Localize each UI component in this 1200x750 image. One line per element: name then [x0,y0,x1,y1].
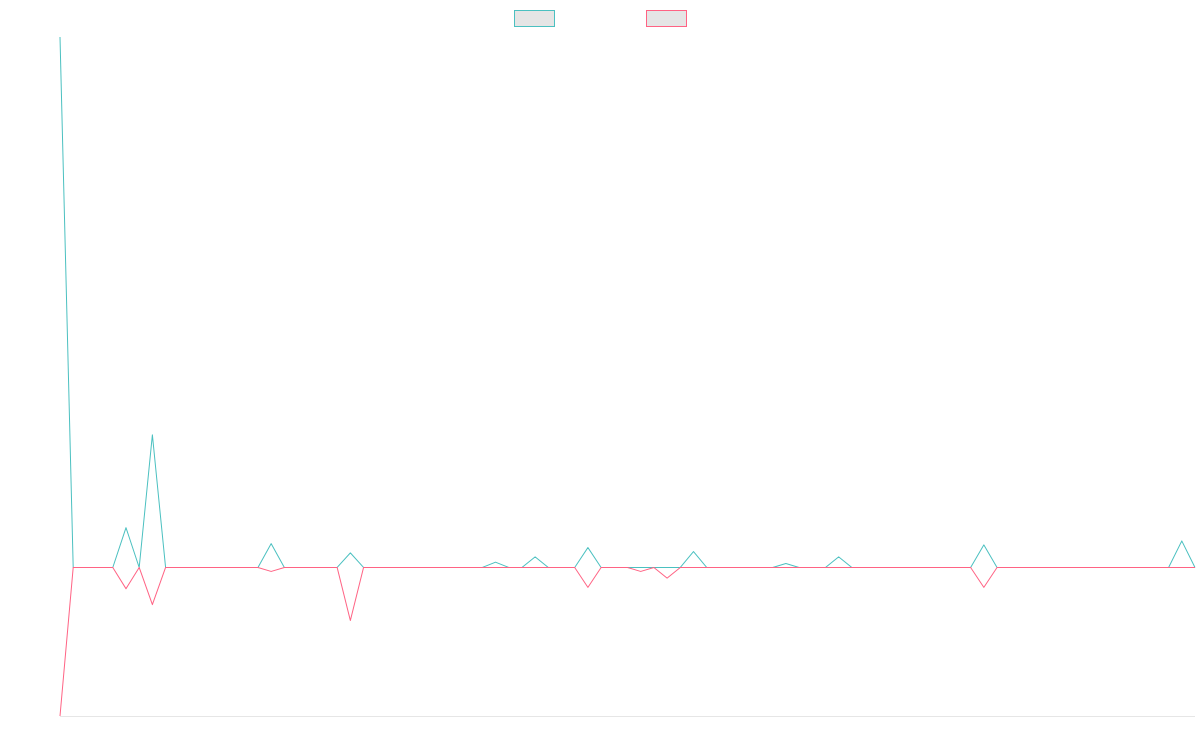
series-line-2 [59,566,1195,717]
legend-swatch-2[interactable] [646,10,687,27]
legend-swatch-1[interactable] [514,10,555,27]
legend[interactable] [514,10,687,27]
series-group [59,36,1196,717]
series-line-1 [59,36,1196,568]
